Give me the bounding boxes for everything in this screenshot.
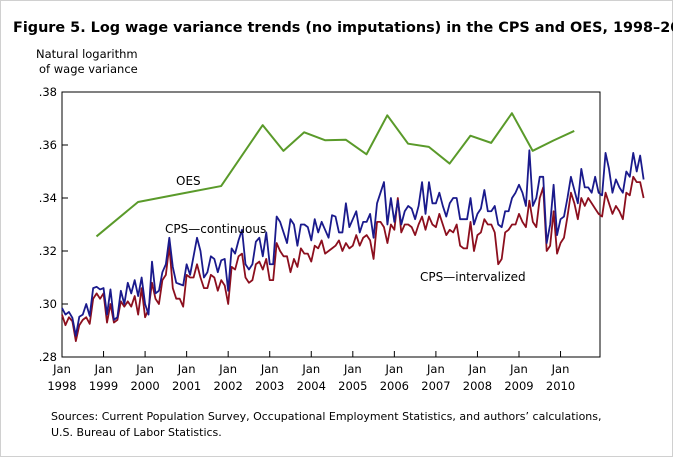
series-label-oes: OES (176, 174, 201, 188)
y-axis-label-line-2: of wage variance (39, 62, 138, 76)
x-tick-label-year: 1998 (47, 379, 76, 393)
series-labels: OES CPS—continuous CPS—intervalized (165, 174, 526, 284)
x-tick-label-year: 2007 (421, 379, 450, 393)
y-tick-label: .36 (39, 138, 57, 152)
y-axis-ticks: .28 .30 .32 .34 .36 .38 (39, 85, 68, 364)
x-tick-label-year: 2002 (214, 379, 243, 393)
x-tick-label-month: Jan (94, 362, 113, 376)
x-tick-label-month: Jan (509, 362, 528, 376)
x-tick-label-month: Jan (426, 362, 445, 376)
x-tick-label-year: 2005 (338, 379, 367, 393)
x-tick-label-month: Jan (343, 362, 362, 376)
y-tick-label: .30 (39, 297, 57, 311)
x-tick-label-year: 2000 (130, 379, 159, 393)
series-line-oes (95, 112, 575, 238)
y-axis-label: Natural logarithm of wage variance (36, 47, 138, 77)
plot-area (61, 91, 601, 358)
x-tick-label-year: 1999 (89, 379, 118, 393)
x-tick-label-month: Jan (468, 362, 487, 376)
x-tick-label-year: 2001 (172, 379, 201, 393)
series-label-cps-intervalized: CPS—intervalized (420, 270, 526, 284)
x-tick-label-month: Jan (260, 362, 279, 376)
x-tick-label-year: 2008 (463, 379, 492, 393)
x-tick-label-month: Jan (52, 362, 71, 376)
x-tick-label-year: 2004 (297, 379, 326, 393)
x-tick-label-month: Jan (135, 362, 154, 376)
y-tick-label: .28 (39, 350, 57, 364)
chart-title: Figure 5. Log wage variance trends (no i… (13, 20, 673, 36)
series-line-cps-intervalized (61, 175, 645, 342)
x-tick-label-year: 2003 (255, 379, 284, 393)
series-label-cps-continuous: CPS—continuous (165, 222, 266, 236)
x-tick-label-year: 2010 (546, 379, 575, 393)
x-tick-label-month: Jan (551, 362, 570, 376)
x-tick-label-month: Jan (301, 362, 320, 376)
series-layer (61, 112, 645, 342)
source-note: Sources: Current Population Survey, Occu… (51, 409, 602, 441)
y-tick-label: .38 (39, 85, 57, 99)
y-axis-label-line-1: Natural logarithm (36, 47, 138, 61)
y-tick-label: .34 (39, 191, 57, 205)
x-axis-ticks: Jan 1998 Jan 1999 Jan 2000 Jan 2001 Jan 2002 Jan 20… (47, 351, 575, 393)
x-tick-label-month: Jan (218, 362, 237, 376)
series-line-cps-continuous (61, 149, 645, 337)
x-tick-label-year: 2009 (504, 379, 533, 393)
x-tick-label-month: Jan (384, 362, 403, 376)
x-tick-label-year: 2006 (380, 379, 409, 393)
source-line-1: Sources: Current Population Survey, Occu… (51, 410, 602, 423)
source-line-2: U.S. Bureau of Labor Statistics. (51, 426, 222, 439)
y-tick-label: .32 (39, 244, 57, 258)
x-tick-label-month: Jan (177, 362, 196, 376)
